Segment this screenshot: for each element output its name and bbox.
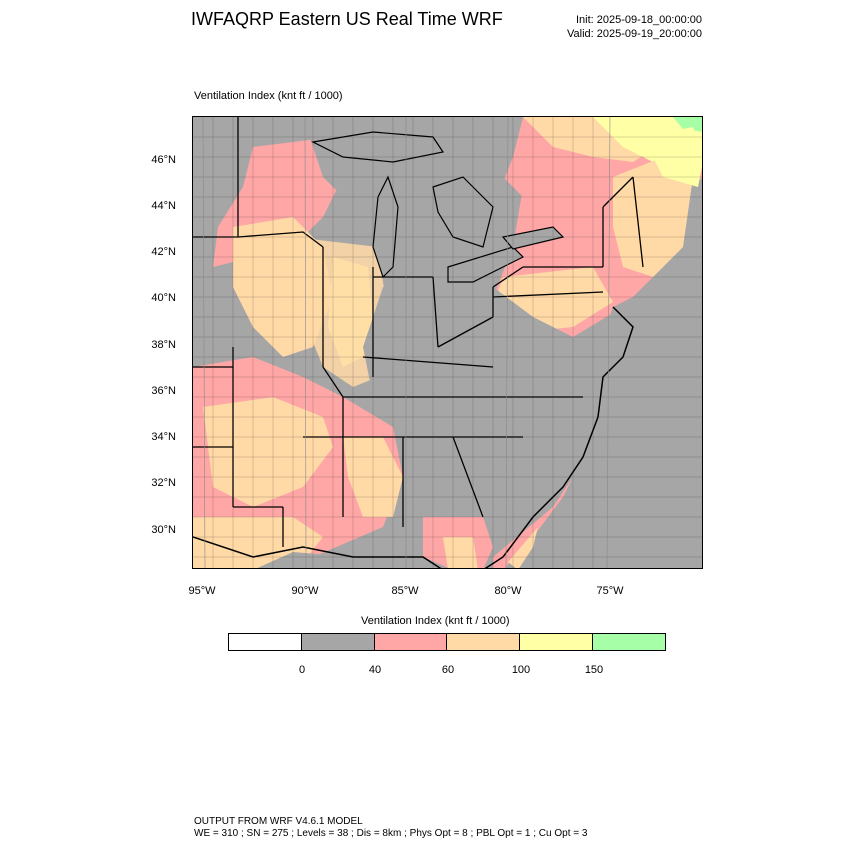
colorbar-box-0 bbox=[229, 634, 302, 650]
atlantic-orange-plume bbox=[508, 527, 538, 568]
colorbar-label-0: 0 bbox=[298, 664, 306, 676]
south-orange bbox=[203, 397, 333, 507]
footer-line-1: OUTPUT FROM WRF V4.6.1 MODEL bbox=[194, 816, 363, 827]
field-label: Ventilation Index (knt ft / 1000) bbox=[194, 90, 343, 102]
colorbar bbox=[228, 633, 666, 651]
lon-label-75: 75°W bbox=[596, 585, 624, 597]
page-title: IWFAQRP Eastern US Real Time WRF bbox=[191, 9, 503, 29]
colorbar-box-3 bbox=[447, 634, 521, 650]
map-panel bbox=[192, 116, 703, 569]
colorbar-label-40: 40 bbox=[368, 664, 382, 676]
timestamp-block: Init: 2025-09-18_00:00:00 Valid: 2025-09… bbox=[567, 13, 702, 41]
colorbar-label-60: 60 bbox=[441, 664, 455, 676]
coastline bbox=[484, 306, 634, 568]
colorbar-label-100: 100 bbox=[511, 664, 531, 676]
valid-time: Valid: 2025-09-19_20:00:00 bbox=[567, 28, 702, 40]
lat-label-36: 36°N bbox=[151, 385, 176, 397]
lat-label-44: 44°N bbox=[151, 200, 176, 212]
lon-label-80: 80°W bbox=[494, 585, 522, 597]
map-canvas bbox=[193, 117, 702, 568]
lat-label-32: 32°N bbox=[151, 477, 176, 489]
lon-label-90: 90°W bbox=[291, 585, 319, 597]
gulf-coastline bbox=[193, 536, 442, 568]
canada-land-green bbox=[673, 117, 702, 132]
model-footer: OUTPUT FROM WRF V4.6.1 MODEL WE = 310 ; … bbox=[194, 816, 587, 840]
lon-label-85: 85°W bbox=[391, 585, 419, 597]
atlantic-ocean bbox=[524, 287, 702, 568]
colorbar-box-1 bbox=[301, 634, 375, 650]
fl-orange bbox=[443, 537, 478, 568]
lat-label-34: 34°N bbox=[151, 431, 176, 443]
lat-label-46: 46°N bbox=[151, 154, 176, 166]
lat-label-42: 42°N bbox=[151, 246, 176, 258]
colorbar-box-5 bbox=[593, 634, 665, 650]
lake-erie bbox=[447, 246, 525, 283]
lat-label-40: 40°N bbox=[151, 292, 176, 304]
lat-label-38: 38°N bbox=[151, 339, 176, 351]
footer-line-2: WE = 310 ; SN = 275 ; Levels = 38 ; Dis … bbox=[194, 828, 588, 839]
graticule bbox=[202, 117, 611, 568]
colorbar-box-2 bbox=[374, 634, 448, 650]
init-time: Init: 2025-09-18_00:00:00 bbox=[576, 14, 702, 26]
colorbar-title: Ventilation Index (knt ft / 1000) bbox=[361, 615, 510, 627]
colorbar-label-150: 150 bbox=[584, 664, 604, 676]
colorbar-box-4 bbox=[520, 634, 594, 650]
county-grid bbox=[193, 117, 702, 568]
lat-label-30: 30°N bbox=[151, 524, 176, 536]
lon-label-95: 95°W bbox=[188, 585, 216, 597]
